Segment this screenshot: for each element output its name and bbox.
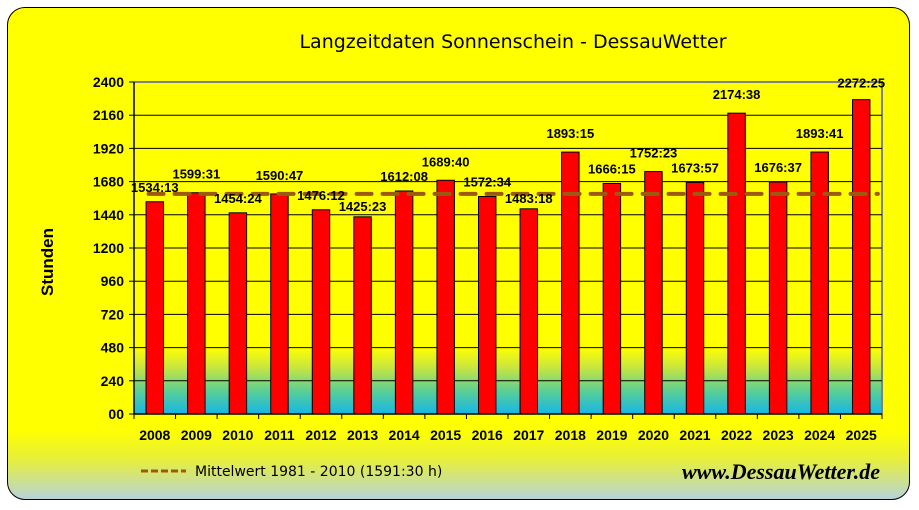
x-tick-label: 2021 bbox=[679, 427, 710, 443]
y-tick-label: 960 bbox=[101, 273, 125, 289]
y-tick-label: 720 bbox=[101, 306, 125, 322]
legend-reference-label: Mittelwert 1981 - 2010 (1591:30 h) bbox=[195, 464, 442, 480]
bar-2015 bbox=[436, 179, 455, 415]
y-tick-label: 1200 bbox=[93, 240, 124, 256]
bar-2018 bbox=[561, 151, 580, 415]
plot-area: 00 240 480 720 960 1200 1440 1680 1920 2160 2400 20… bbox=[93, 74, 885, 443]
y-tick-label: 240 bbox=[101, 373, 125, 389]
data-label-2023: 1676:37 bbox=[754, 160, 802, 175]
data-label-2020: 1752:23 bbox=[630, 146, 678, 161]
x-tick-label: 2012 bbox=[305, 427, 336, 443]
data-label-2010: 1454:24 bbox=[214, 191, 262, 206]
data-label-2018: 1893:15 bbox=[546, 126, 594, 141]
data-label-2022: 2174:38 bbox=[713, 87, 761, 102]
bar-2023 bbox=[768, 181, 788, 415]
data-label-2015: 1689:40 bbox=[422, 154, 470, 169]
x-tick-label: 2016 bbox=[472, 427, 503, 443]
bar-2025 bbox=[851, 99, 871, 415]
legend: Mittelwert 1981 - 2010 (1591:30 h) bbox=[141, 464, 442, 480]
x-tick-label: 2020 bbox=[638, 427, 669, 443]
x-tick-label: 2019 bbox=[596, 427, 627, 443]
bar-2013 bbox=[353, 216, 372, 415]
data-label-2019: 1666:15 bbox=[588, 162, 636, 177]
bar-2020 bbox=[644, 171, 663, 415]
plot-border bbox=[134, 81, 883, 414]
data-label-2017: 1483:18 bbox=[505, 191, 553, 206]
bar-2011 bbox=[270, 193, 289, 415]
bar-2022 bbox=[727, 112, 746, 415]
bar-2017 bbox=[519, 208, 539, 415]
data-label-2025: 2272:25 bbox=[837, 76, 885, 91]
x-tick-label: 2022 bbox=[721, 427, 752, 443]
x-tick-label: 2017 bbox=[513, 427, 544, 443]
x-tick-label: 2010 bbox=[222, 427, 253, 443]
x-tick-label: 2008 bbox=[139, 427, 170, 443]
y-tick-label: 1440 bbox=[93, 207, 124, 223]
y-tick-label: 00 bbox=[108, 406, 124, 422]
x-tick-label: 2011 bbox=[264, 427, 295, 443]
data-label-2012: 1476:12 bbox=[297, 188, 345, 203]
bar-2014 bbox=[394, 190, 414, 415]
bar-2009 bbox=[187, 192, 206, 415]
x-tick-label: 2009 bbox=[181, 427, 212, 443]
x-tick-label: 2015 bbox=[430, 427, 461, 443]
data-label-2024: 1893:41 bbox=[796, 126, 844, 141]
data-label-2009: 1599:31 bbox=[172, 167, 220, 182]
bar-2008 bbox=[145, 201, 165, 415]
x-tick-label: 2023 bbox=[763, 427, 794, 443]
y-tick-label: 2160 bbox=[93, 107, 124, 123]
y-tick-label: 2400 bbox=[93, 74, 124, 90]
y-axis-label: Stunden bbox=[38, 228, 57, 296]
data-label-2016: 1572:34 bbox=[463, 174, 511, 189]
x-tick-label: 2014 bbox=[389, 427, 420, 443]
y-tick-label: 1680 bbox=[93, 174, 124, 190]
data-label-2011: 1590:47 bbox=[256, 168, 304, 183]
bar-2024 bbox=[810, 151, 829, 415]
data-label-2014: 1612:08 bbox=[380, 169, 428, 184]
x-tick-label: 2018 bbox=[555, 427, 586, 443]
data-label-2021: 1673:57 bbox=[671, 160, 719, 175]
y-tick-label: 1920 bbox=[93, 140, 124, 156]
x-tick-label: 2013 bbox=[347, 427, 378, 443]
bar-2019 bbox=[602, 183, 622, 415]
chart-title: Langzeitdaten Sonnenschein - DessauWette… bbox=[299, 31, 726, 53]
bar-2012 bbox=[311, 209, 331, 415]
x-tick-label: 2024 bbox=[804, 427, 835, 443]
bar-2021 bbox=[685, 181, 705, 415]
bar-2016 bbox=[477, 195, 497, 415]
data-label-2013: 1425:23 bbox=[339, 199, 387, 214]
data-label-2008: 1534:13 bbox=[131, 180, 179, 195]
website-footer: www.DessauWetter.de bbox=[682, 459, 880, 484]
bar-2010 bbox=[228, 212, 248, 415]
x-tick-label: 2025 bbox=[846, 427, 877, 443]
y-tick-label: 480 bbox=[101, 340, 125, 356]
